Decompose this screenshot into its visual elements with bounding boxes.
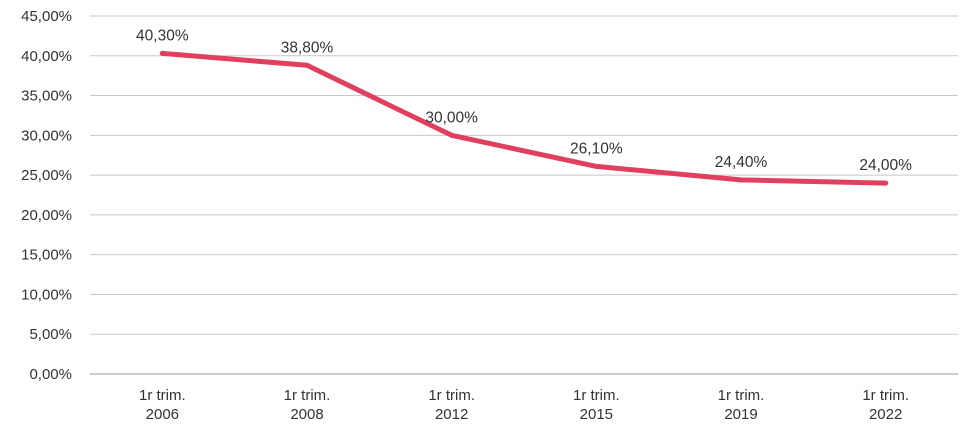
- data-label: 30,00%: [425, 109, 478, 126]
- series-line: [159, 50, 889, 186]
- y-tick-label: 20,00%: [21, 207, 72, 224]
- y-tick-label: 25,00%: [21, 167, 72, 184]
- x-tick-label: 1r trim. 2006: [139, 387, 186, 423]
- y-tick-label: 5,00%: [29, 326, 72, 343]
- data-label: 24,40%: [715, 154, 768, 171]
- data-label: 40,30%: [136, 27, 189, 44]
- y-tick-label: 30,00%: [21, 127, 72, 144]
- data-point: [883, 180, 889, 186]
- y-tick-label: 15,00%: [21, 247, 72, 264]
- data-point: [159, 50, 165, 56]
- y-axis-tick-labels: 0,00% 5,00% 10,00% 15,00% 20,00% 25,00% 30,00%…: [21, 8, 72, 383]
- data-point: [304, 62, 310, 68]
- x-tick-label: 1r trim. 2008: [284, 387, 331, 423]
- x-tick-label: 1r trim. 2012: [428, 387, 475, 423]
- data-label: 26,10%: [570, 140, 623, 157]
- x-tick-label: 1r trim. 2015: [573, 387, 620, 423]
- y-tick-label: 45,00%: [21, 8, 72, 25]
- data-label: 38,80%: [281, 39, 334, 56]
- x-tick-label: 1r trim. 2019: [718, 387, 765, 423]
- data-point: [449, 132, 455, 138]
- series-lines: [159, 50, 889, 186]
- y-tick-label: 40,00%: [21, 48, 72, 65]
- data-label: 24,00%: [859, 157, 912, 174]
- data-point: [593, 163, 599, 169]
- x-axis-tick-labels: 1r trim. 2006 1r trim. 2008 1r trim. 2012 1r t…: [139, 387, 909, 423]
- data-labels: 40,30% 38,80% 30,00% 26,10% 24,40% 24,00%: [136, 27, 912, 174]
- data-point: [738, 177, 744, 183]
- y-tick-label: 0,00%: [29, 366, 72, 383]
- y-tick-label: 35,00%: [21, 88, 72, 105]
- x-tick-label: 1r trim. 2022: [862, 387, 909, 423]
- y-tick-label: 10,00%: [21, 286, 72, 303]
- gridlines: [90, 15, 958, 375]
